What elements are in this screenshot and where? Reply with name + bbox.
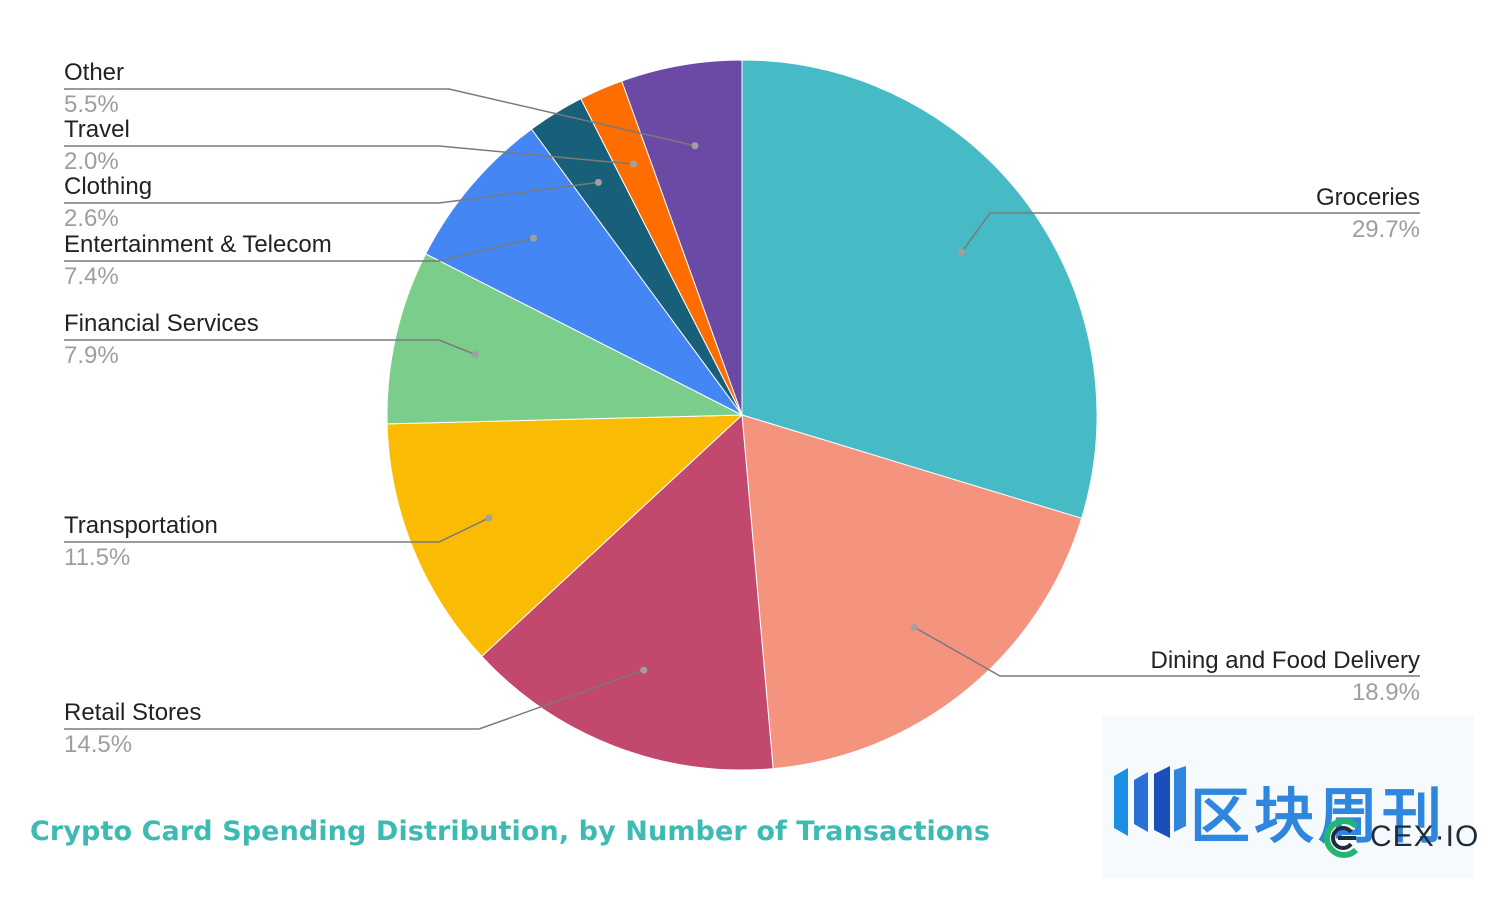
pie-slice-transportation xyxy=(386,414,744,658)
leader-dot-other xyxy=(691,142,699,150)
pie-slice-retail-stores xyxy=(480,413,774,771)
slice-value-groceries: 29.7% xyxy=(1352,216,1420,243)
leader-dot-travel xyxy=(629,160,637,168)
slice-label-dining-and-food-delivery: Dining and Food Delivery xyxy=(1151,647,1420,674)
slice-label-transportation: Transportation xyxy=(64,512,218,539)
leader-dot-financial-services xyxy=(471,351,479,359)
pie-slice-dining-and-food-delivery xyxy=(741,414,1083,770)
leader-line-transportation xyxy=(64,517,490,543)
leader-line-retail-stores xyxy=(64,669,645,730)
leader-dot-clothing xyxy=(594,178,602,186)
watermark: 区块周刊 CEX·IO xyxy=(1102,716,1478,878)
leader-lines xyxy=(64,88,1420,730)
slice-label-financial-services: Financial Services xyxy=(64,310,259,337)
slice-label-entertainment-telecom: Entertainment & Telecom xyxy=(64,231,332,258)
cex-brand-text: CEX·IO xyxy=(1370,820,1480,853)
pie-slice-financial-services xyxy=(386,253,743,425)
leader-line-entertainment-telecom xyxy=(64,237,534,262)
slice-label-travel: Travel xyxy=(64,116,130,143)
slice-value-dining-and-food-delivery: 18.9% xyxy=(1352,679,1420,706)
slice-value-retail-stores: 14.5% xyxy=(64,731,132,758)
slice-value-entertainment-telecom: 7.4% xyxy=(64,263,119,290)
slice-value-other: 5.5% xyxy=(64,91,119,118)
blockweekly-logo-icon xyxy=(1114,766,1186,838)
slice-label-retail-stores: Retail Stores xyxy=(64,699,201,726)
leader-dot-groceries xyxy=(958,248,966,256)
leader-dot-transportation xyxy=(485,514,493,522)
slice-label-other: Other xyxy=(64,59,124,86)
pie-slice-groceries xyxy=(741,59,1098,519)
leader-line-groceries xyxy=(961,212,1420,253)
leader-line-clothing xyxy=(64,181,599,204)
pie-slice-entertainment-telecom xyxy=(425,128,743,416)
leader-dot-entertainment-telecom xyxy=(530,234,538,242)
leader-line-financial-services xyxy=(64,339,476,356)
pie-slices xyxy=(386,59,1098,771)
chart-title: Crypto Card Spending Distribution, by Nu… xyxy=(30,816,991,847)
cex-logo-icon xyxy=(1323,818,1359,858)
slice-label-groceries: Groceries xyxy=(1316,184,1420,211)
leader-line-dining-and-food-delivery xyxy=(913,626,1420,677)
slice-value-travel: 2.0% xyxy=(64,148,119,175)
watermark-chinese-text: 区块周刊 xyxy=(1190,782,1446,852)
slice-value-clothing: 2.6% xyxy=(64,205,119,232)
leader-line-travel xyxy=(64,145,634,165)
slice-labels: Groceries 29.7% Dining and Food Delivery 18… xyxy=(64,59,1420,758)
slice-value-transportation: 11.5% xyxy=(64,544,130,571)
pie-slice-other xyxy=(621,59,743,416)
slice-label-clothing: Clothing xyxy=(64,173,152,200)
leader-dot-dining-and-food-delivery xyxy=(910,623,918,631)
leader-dot-retail-stores xyxy=(640,666,648,674)
slice-value-financial-services: 7.9% xyxy=(64,342,119,369)
leader-line-other xyxy=(64,88,696,147)
